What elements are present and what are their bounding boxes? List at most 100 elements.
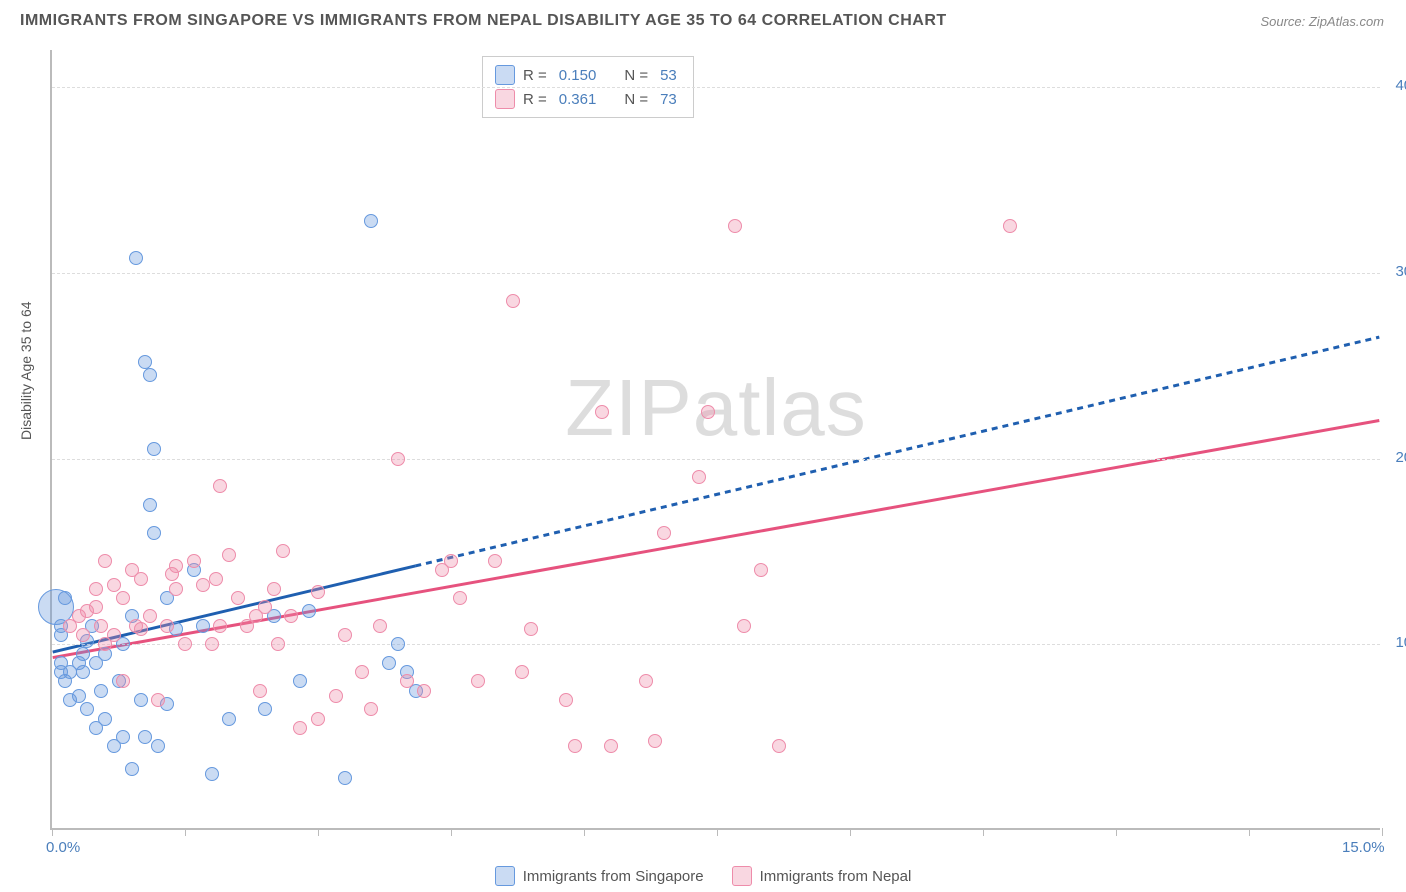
scatter-point-nepal (209, 572, 223, 586)
scatter-point-nepal (355, 665, 369, 679)
scatter-point-nepal (134, 572, 148, 586)
source-attribution: Source: ZipAtlas.com (1260, 14, 1384, 29)
legend-top-row: R = 0.150 N = 53 (495, 63, 681, 87)
y-tick-label: 20.0% (1395, 449, 1406, 466)
scatter-point-singapore (76, 665, 90, 679)
scatter-point-nepal (271, 637, 285, 651)
scatter-point-singapore (338, 771, 352, 785)
scatter-point-nepal (400, 674, 414, 688)
scatter-point-singapore (143, 498, 157, 512)
scatter-point-singapore (382, 656, 396, 670)
x-tick (717, 828, 718, 836)
scatter-point-singapore (143, 368, 157, 382)
legend-bottom-item: Immigrants from Nepal (732, 866, 912, 886)
legend-n-value: 73 (656, 91, 681, 108)
scatter-point-singapore (72, 689, 86, 703)
scatter-point-singapore (129, 251, 143, 265)
scatter-point-nepal (604, 739, 618, 753)
scatter-point-singapore (147, 442, 161, 456)
scatter-point-singapore (125, 762, 139, 776)
scatter-point-nepal (471, 674, 485, 688)
scatter-point-nepal (89, 582, 103, 596)
scatter-point-singapore (196, 619, 210, 633)
scatter-point-nepal (639, 674, 653, 688)
scatter-point-nepal (267, 582, 281, 596)
scatter-point-nepal (515, 665, 529, 679)
gridline (52, 87, 1380, 88)
scatter-point-nepal (205, 637, 219, 651)
scatter-point-nepal (76, 628, 90, 642)
scatter-point-nepal (143, 609, 157, 623)
scatter-point-nepal (160, 619, 174, 633)
scatter-point-nepal (98, 554, 112, 568)
scatter-point-nepal (444, 554, 458, 568)
legend-swatch (732, 866, 752, 886)
scatter-point-nepal (107, 628, 121, 642)
y-tick-label: 30.0% (1395, 263, 1406, 280)
watermark-zip: ZIP (565, 363, 692, 452)
scatter-point-singapore (293, 674, 307, 688)
x-tick (584, 828, 585, 836)
y-axis-label: Disability Age 35 to 64 (18, 301, 34, 440)
scatter-point-nepal (453, 591, 467, 605)
scatter-point-nepal (754, 563, 768, 577)
scatter-point-nepal (701, 405, 715, 419)
scatter-point-nepal (213, 479, 227, 493)
scatter-point-nepal (559, 693, 573, 707)
scatter-point-nepal (293, 721, 307, 735)
scatter-point-singapore (364, 214, 378, 228)
scatter-point-nepal (311, 585, 325, 599)
scatter-point-nepal (338, 628, 352, 642)
scatter-point-nepal (116, 674, 130, 688)
gridline (52, 644, 1380, 645)
x-tick (1116, 828, 1117, 836)
x-tick (1382, 828, 1383, 836)
legend-r-value: 0.150 (555, 67, 601, 84)
scatter-point-nepal (657, 526, 671, 540)
scatter-point-singapore (80, 702, 94, 716)
scatter-point-nepal (284, 609, 298, 623)
scatter-point-singapore (151, 739, 165, 753)
x-tick-label: 15.0% (1342, 839, 1385, 856)
x-tick (52, 828, 53, 836)
scatter-point-singapore (222, 712, 236, 726)
gridline (52, 459, 1380, 460)
x-tick (318, 828, 319, 836)
x-tick (983, 828, 984, 836)
scatter-point-singapore (138, 355, 152, 369)
chart-title: IMMIGRANTS FROM SINGAPORE VS IMMIGRANTS … (20, 12, 947, 30)
legend-n-value: 53 (656, 67, 681, 84)
scatter-point-nepal (169, 559, 183, 573)
x-tick (850, 828, 851, 836)
scatter-point-nepal (134, 622, 148, 636)
scatter-point-nepal (737, 619, 751, 633)
legend-swatch (495, 89, 515, 109)
legend-r-label: R = (523, 67, 547, 84)
scatter-point-nepal (728, 219, 742, 233)
plot-area: ZIPatlas R =0.150N =53R =0.361N =73 10.0… (50, 50, 1380, 830)
legend-r-value: 0.361 (555, 91, 601, 108)
scatter-point-singapore (391, 637, 405, 651)
scatter-point-nepal (107, 578, 121, 592)
legend-n-label: N = (624, 67, 648, 84)
scatter-point-nepal (1003, 219, 1017, 233)
scatter-point-singapore (98, 712, 112, 726)
scatter-point-singapore (258, 702, 272, 716)
scatter-point-nepal (187, 554, 201, 568)
legend-bottom-label: Immigrants from Singapore (523, 868, 704, 885)
legend-bottom-item: Immigrants from Singapore (495, 866, 704, 886)
scatter-point-nepal (568, 739, 582, 753)
scatter-point-singapore (147, 526, 161, 540)
x-tick (451, 828, 452, 836)
y-tick-label: 10.0% (1395, 634, 1406, 651)
scatter-point-nepal (329, 689, 343, 703)
trend-lines-layer (52, 50, 1380, 828)
scatter-point-singapore (94, 684, 108, 698)
scatter-point-nepal (692, 470, 706, 484)
scatter-point-nepal (258, 600, 272, 614)
trendline-singapore-dashed (415, 337, 1379, 566)
scatter-point-nepal (772, 739, 786, 753)
legend-top-row: R =0.361N =73 (495, 87, 681, 111)
scatter-point-nepal (276, 544, 290, 558)
y-tick-label: 40.0% (1395, 77, 1406, 94)
